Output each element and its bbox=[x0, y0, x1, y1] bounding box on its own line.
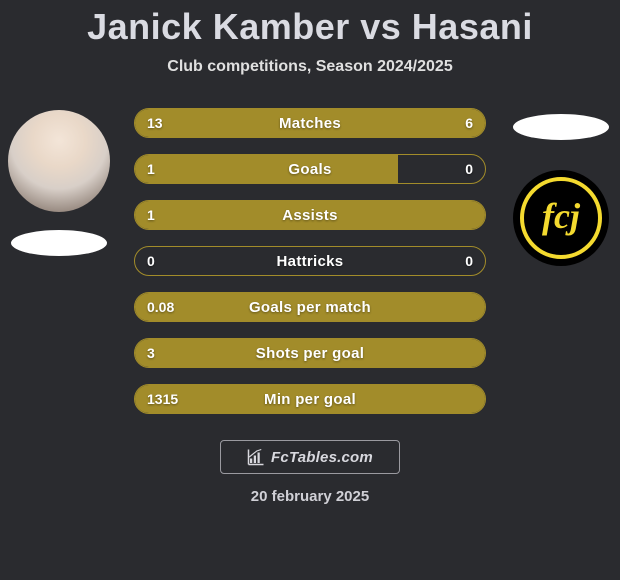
stat-bars: Matches136Goals10Assists1Hattricks00Goal… bbox=[134, 108, 486, 414]
player-right-club-badge: fcj bbox=[513, 170, 609, 266]
stat-value-left: 3 bbox=[147, 345, 155, 361]
footer-brand-box: FcTables.com bbox=[220, 440, 400, 474]
footer-date: 20 february 2025 bbox=[0, 488, 620, 505]
stat-label: Goals per match bbox=[135, 299, 485, 316]
page-title: Janick Kamber vs Hasani bbox=[0, 0, 620, 48]
player-right-club-oval bbox=[513, 114, 609, 140]
player-left-avatar bbox=[8, 110, 110, 212]
stat-value-right: 0 bbox=[465, 161, 473, 177]
stat-row: Matches13 6 bbox=[134, 108, 486, 138]
subtitle: Club competitions, Season 2024/2025 bbox=[0, 58, 620, 76]
stat-value-left: 0.08 bbox=[147, 299, 174, 315]
stat-value-left: 13 bbox=[147, 115, 163, 131]
stat-row: Hattricks0 0 bbox=[134, 246, 486, 276]
footer-brand-text: FcTables.com bbox=[271, 449, 373, 466]
stat-row: Goals1 0 bbox=[134, 154, 486, 184]
stat-value-left: 1 bbox=[147, 207, 155, 223]
club-monogram: fcj bbox=[542, 198, 580, 234]
stat-value-left: 1315 bbox=[147, 391, 178, 407]
chart-icon bbox=[247, 448, 265, 466]
stat-row: Shots per goal3 bbox=[134, 338, 486, 368]
player-left-column bbox=[4, 108, 114, 256]
stat-label: Assists bbox=[135, 207, 485, 224]
stat-row: Min per goal1315 bbox=[134, 384, 486, 414]
stat-value-right: 0 bbox=[465, 253, 473, 269]
stat-row: Goals per match0.08 bbox=[134, 292, 486, 322]
stat-label: Min per goal bbox=[135, 391, 485, 408]
stat-label: Shots per goal bbox=[135, 345, 485, 362]
stat-value-left: 0 bbox=[147, 253, 155, 269]
stat-label: Hattricks bbox=[135, 253, 485, 270]
player-right-column: fcj bbox=[506, 108, 616, 266]
stat-label: Matches bbox=[135, 115, 485, 132]
stat-value-right: 6 bbox=[465, 115, 473, 131]
stat-value-left: 1 bbox=[147, 161, 155, 177]
comparison-panel: fcj Matches136Goals10Assists1Hattricks00… bbox=[0, 108, 620, 414]
stat-row: Assists1 bbox=[134, 200, 486, 230]
player-left-club-oval bbox=[11, 230, 107, 256]
stat-label: Goals bbox=[135, 161, 485, 178]
